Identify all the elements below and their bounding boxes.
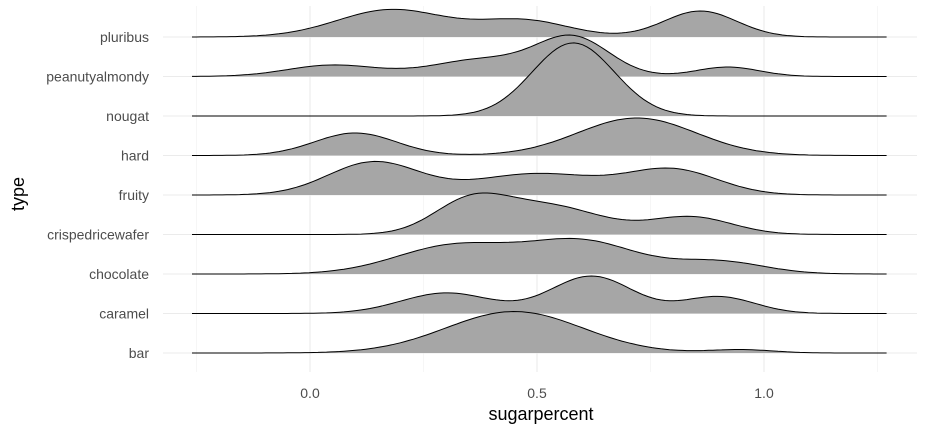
ridge-line-bar xyxy=(192,310,887,354)
y-tick-label-hard: hard xyxy=(121,148,149,164)
ridge-area-peanutyalmondy xyxy=(192,35,887,77)
ridge-area-hard xyxy=(192,118,887,156)
ridge-area-bar xyxy=(192,311,887,353)
ridge-line-pluribus xyxy=(192,8,887,38)
y-tick-label-caramel: caramel xyxy=(99,306,149,322)
ridge-line-nougat xyxy=(192,42,887,117)
ridge-line-crispedricewafer xyxy=(192,192,887,235)
y-tick-label-nougat: nougat xyxy=(106,108,149,124)
y-tick-label-crispedricewafer: crispedricewafer xyxy=(47,227,149,243)
ridges xyxy=(192,8,887,354)
y-tick-label-peanutyalmondy: peanutyalmondy xyxy=(46,69,149,85)
y-tick-label-pluribus: pluribus xyxy=(100,29,149,45)
x-tick-label: 0.5 xyxy=(527,385,547,401)
y-axis-tick-labels: bar caramel chocolate crispedricewafer fruit… xyxy=(46,29,149,361)
ridge-area-fruity xyxy=(192,161,887,195)
ridge-line-chocolate xyxy=(192,237,887,275)
ridge-line-peanutyalmondy xyxy=(192,34,887,77)
ridge-line-caramel xyxy=(192,275,887,314)
y-tick-label-bar: bar xyxy=(129,345,150,361)
x-axis-title: sugarpercent xyxy=(488,404,593,424)
x-tick-label: 1.0 xyxy=(754,385,774,401)
ridge-area-nougat xyxy=(192,42,887,116)
ridge-area-pluribus xyxy=(192,9,887,37)
ridge-area-chocolate xyxy=(192,238,887,274)
ridge-line-fruity xyxy=(192,160,887,196)
ridge-area-crispedricewafer xyxy=(192,193,887,235)
y-tick-label-chocolate: chocolate xyxy=(89,266,149,282)
y-tick-label-fruity: fruity xyxy=(119,187,149,203)
x-tick-label: 0.0 xyxy=(300,385,320,401)
ridge-line-hard xyxy=(192,117,887,156)
x-axis-tick-labels: 0.0 0.5 1.0 xyxy=(300,385,774,401)
y-axis-title: type xyxy=(8,177,28,211)
